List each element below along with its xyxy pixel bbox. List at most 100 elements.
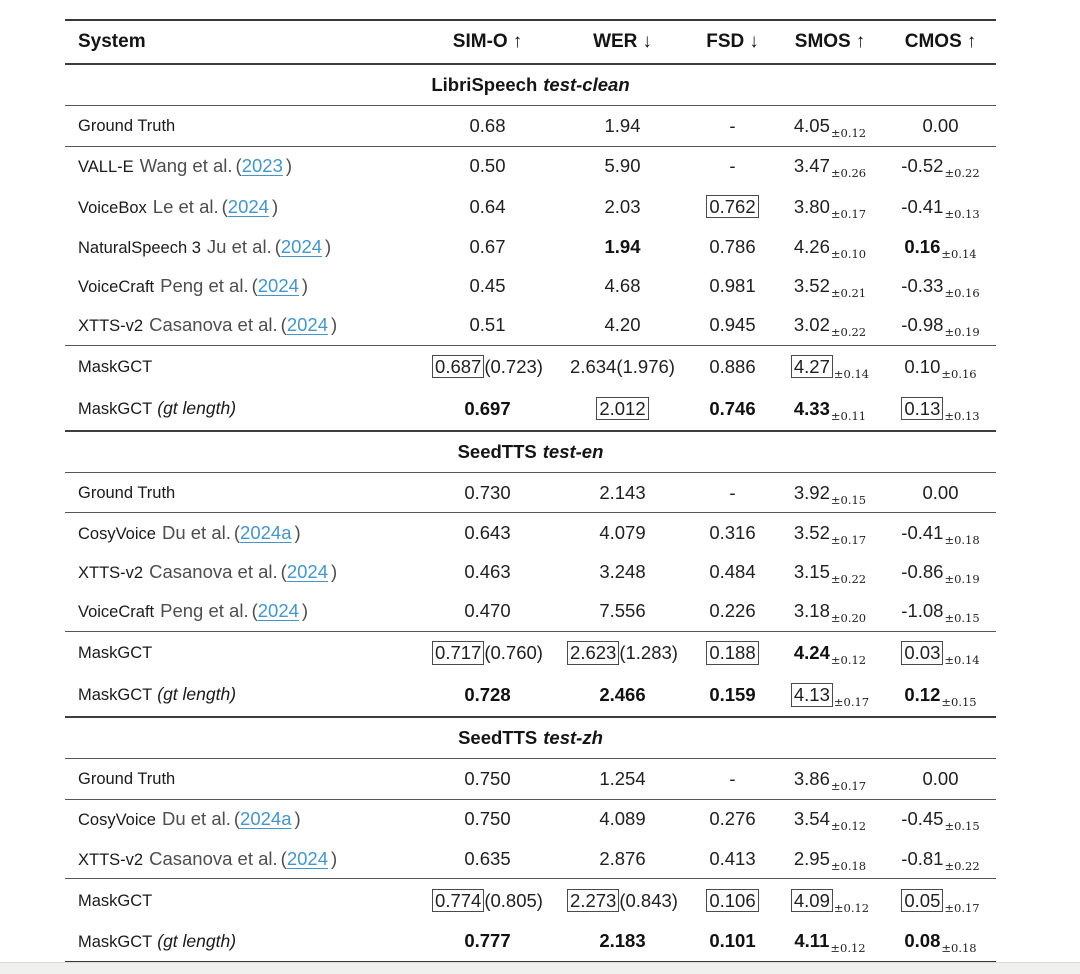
system-name: Ground Truth (78, 770, 176, 789)
table-body: LibriSpeech test-clean Ground Truth 0.68 1.9… (65, 63, 996, 963)
metric-value: 0.730 (464, 481, 511, 503)
metric-cell: 1.94 (555, 106, 690, 147)
system-cell: MaskGCT (gt length) (65, 387, 420, 430)
metric-value: 3.47 (793, 155, 830, 177)
metric-value: 3.248 (599, 561, 646, 583)
metric-cell: 2.876 (555, 839, 690, 879)
subscript: ±0.21 (830, 285, 867, 300)
table-row: CosyVoice Du et al. (2024a) 0.750 4.089 0.276… (65, 798, 996, 840)
metric-cell: 0.67 (420, 228, 555, 267)
authors-text: Le et al. (152, 195, 219, 217)
down-arrow-icon: ↓ (749, 31, 759, 52)
subscript: ±0.17 (944, 900, 980, 915)
metric-cell: 0.12±0.15 (885, 674, 996, 717)
subset-name: test-clean (543, 74, 630, 96)
system-note: (gt length) (157, 398, 237, 419)
subscript: ±0.22 (830, 324, 867, 339)
metric-value: 0.774 (435, 889, 482, 911)
metric-cell: 5.90 (555, 145, 690, 187)
metric-value: -0.98 (901, 313, 944, 335)
boxed-value: 0.188 (706, 641, 759, 665)
metric-value: - (729, 767, 736, 789)
citation-link[interactable]: 2024 (286, 561, 328, 583)
metric-value: 0.45 (469, 274, 506, 296)
metric-cell: 0.226 (690, 592, 775, 632)
citation-link[interactable]: 2024a (240, 808, 292, 830)
system-name: MaskGCT (78, 644, 153, 663)
system-cell: MaskGCT (gt length) (65, 674, 420, 717)
system-cell: XTTS-v2 Casanova et al. (2024) (65, 839, 420, 879)
table-row: VoiceCraft Peng et al. (2024) 0.470 7.556 0.2… (65, 592, 996, 632)
authors-text: Casanova et al. (149, 561, 278, 583)
metric-cell: 0.717 (0.760) (420, 630, 555, 674)
citation-link[interactable]: 2024 (257, 600, 299, 622)
citation-link[interactable]: 2024 (286, 313, 328, 335)
subscript: ±0.22 (944, 858, 980, 873)
citation-link[interactable]: 2024 (286, 847, 328, 869)
citation-link[interactable]: 2024a (240, 522, 292, 544)
system-name: XTTS-v2 (78, 564, 144, 583)
metric-value: - (729, 114, 736, 136)
boxed-value: 0.106 (706, 888, 759, 912)
metric-cell: 3.248 (555, 553, 690, 592)
metric-value: 0.05 (904, 889, 941, 911)
subscript: ±0.16 (941, 366, 977, 381)
table-row: Ground Truth 0.730 2.143 - 3.92±0.15 0.00 (65, 472, 996, 513)
system-name: MaskGCT (78, 891, 153, 910)
metric-value: 0.750 (464, 767, 511, 789)
metric-value: 3.52 (793, 522, 830, 544)
subset-name: test-zh (543, 726, 603, 748)
metric-value: 0.750 (464, 808, 511, 830)
metric-value: 2.143 (599, 481, 646, 503)
metric-cell: -0.41±0.13 (885, 186, 996, 227)
metric-cell: 0.746 (690, 387, 775, 430)
up-arrow-icon: ↑ (855, 31, 866, 52)
metric-value: 0.717 (435, 642, 482, 664)
system-name: CosyVoice (78, 525, 156, 544)
metric-value: 2.634 (570, 355, 617, 377)
metric-cell: 0.484 (690, 553, 775, 592)
metric-value: 3.18 (793, 600, 830, 622)
subscript: ±0.17 (830, 206, 867, 221)
column-header-fsd: FSD ↓ (690, 19, 775, 65)
metric-value: 4.11 (794, 930, 830, 952)
metric-value: 0.470 (464, 600, 511, 622)
subscript: ±0.19 (944, 572, 980, 587)
metric-value: -0.45 (901, 808, 944, 830)
system-cell: MaskGCT (65, 344, 420, 388)
metric-value: -0.86 (901, 561, 944, 583)
metric-value: 1.254 (599, 767, 646, 789)
metric-value: 4.27 (793, 355, 830, 377)
dataset-name: LibriSpeech (431, 74, 538, 96)
subscript: ±0.12 (830, 941, 866, 956)
subscript: ±0.16 (944, 285, 980, 300)
metric-cell: 2.273 (0.843) (555, 878, 690, 922)
citation-link[interactable]: 2024 (257, 274, 299, 296)
citation-link[interactable]: 2023 (241, 155, 283, 177)
metric-value: 4.33 (793, 397, 830, 419)
metric-cell: 0.50 (420, 145, 555, 187)
metric-cell: 0.750 (420, 759, 555, 800)
metric-cell: 2.634(1.976) (555, 344, 690, 388)
up-arrow-icon: ↑ (512, 31, 523, 52)
metric-value: 0.484 (709, 561, 756, 583)
metric-cell: -0.98±0.19 (885, 305, 996, 345)
system-name: CosyVoice (78, 811, 156, 830)
citation-link[interactable]: 2024 (227, 195, 269, 217)
subscript: ±0.10 (830, 246, 867, 261)
metric-value: 0.106 (709, 889, 756, 911)
paren-open: ( (235, 155, 242, 177)
metric-value: 3.54 (793, 808, 830, 830)
metric-cell: 4.079 (555, 512, 690, 553)
horizontal-scrollbar[interactable] (0, 962, 1080, 974)
system-name: Ground Truth (78, 117, 176, 136)
metric-value: 4.079 (599, 522, 646, 544)
dataset-name: SeedTTS (457, 440, 537, 462)
system-cell: XTTS-v2 Casanova et al. (2024) (65, 305, 420, 345)
metric-value: 3.02 (793, 313, 830, 335)
table-row: MaskGCT 0.687 (0.723) 2.634(1.976) 0.886 4.27… (65, 344, 996, 388)
metric-cell: -0.33±0.16 (885, 266, 996, 305)
citation-link[interactable]: 2024 (280, 235, 323, 257)
metric-cell: - (690, 472, 775, 513)
